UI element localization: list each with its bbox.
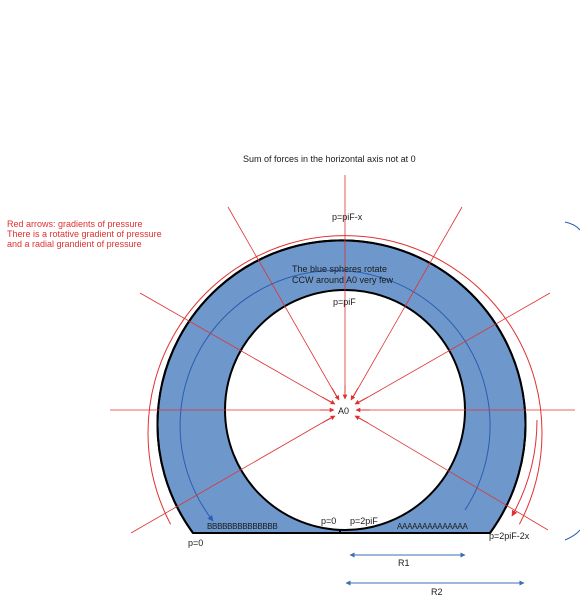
radial-arrowheads [320, 385, 370, 424]
right-edge-arc-bottom [564, 529, 580, 541]
right-sphere-row: AAAAAAAAAAAAAA [397, 522, 468, 531]
ring-outer-edge [156, 239, 527, 534]
right-pressure-arrow [511, 419, 538, 517]
right-edge-arc-top [564, 221, 580, 231]
gap-right-pressure-label: p=2piF [350, 516, 378, 526]
rotation-arrow [179, 270, 491, 522]
r1-label: R1 [398, 558, 410, 568]
r2-label: R2 [431, 587, 443, 597]
left-bottom-pressure-label: p=0 [188, 538, 203, 548]
legend-line-1: Red arrows: gradients of pressure [7, 219, 143, 229]
legend-line-3: and a radial grandient of pressure [7, 239, 142, 249]
right-bottom-pressure-label: p=2piF-2x [489, 531, 530, 541]
legend-line-2: There is a rotative gradient of pressure [7, 229, 162, 239]
radial-lines [110, 175, 575, 534]
center-label: A0 [338, 406, 349, 416]
top-inner-pressure-label: p=piF [333, 297, 356, 307]
top-outer-pressure-label: p=piF-x [332, 212, 363, 222]
rotation-note-1: The blue spheres rotate [292, 264, 387, 274]
rotation-note-2: CCW around A0 very few [292, 275, 394, 285]
diagram-title: Sum of forces in the horizontal axis not… [243, 154, 416, 164]
left-sphere-row: BBBBBBBBBBBBBB [207, 522, 278, 531]
gap-left-pressure-label: p=0 [321, 516, 336, 526]
